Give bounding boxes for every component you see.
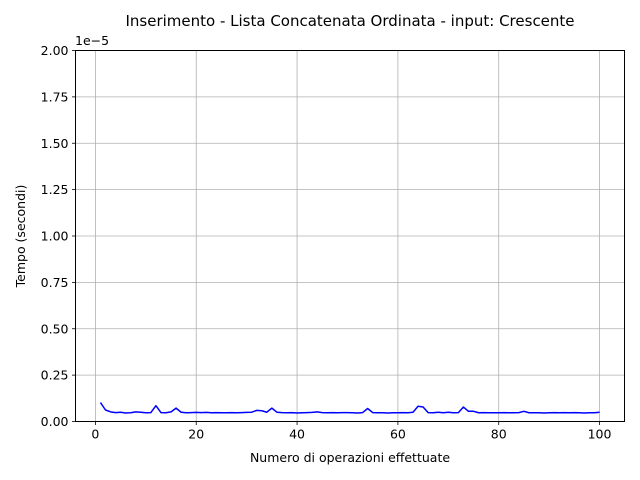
y-tick-label: 0.50 <box>41 321 69 336</box>
y-tick-label: 2.00 <box>41 43 69 58</box>
y-tick-label: 0.25 <box>41 368 69 383</box>
series-layer <box>99 402 600 414</box>
x-tick-label: 100 <box>588 427 612 442</box>
y-tick-label: 1.00 <box>41 229 69 244</box>
y-offset-label: 1e−5 <box>75 33 109 48</box>
y-tick-label: 1.75 <box>41 89 69 104</box>
grid <box>75 50 625 422</box>
y-tick-label: 1.25 <box>41 182 69 197</box>
ticks: 0 20 40 60 80 100 0.00 0.25 0.50 0.75 1.00 1.25 1.50… <box>41 43 612 442</box>
y-tick-label: 0.00 <box>41 414 69 429</box>
x-tick-label: 20 <box>188 427 204 442</box>
x-tick-label: 0 <box>91 427 99 442</box>
chart-title: Inserimento - Lista Concatenata Ordinata… <box>125 12 574 30</box>
y-axis-label: Tempo (secondi) <box>13 185 28 289</box>
x-tick-label: 40 <box>289 427 305 442</box>
y-tick-label: 1.50 <box>41 136 69 151</box>
x-tick-label: 80 <box>491 427 507 442</box>
x-axis-label: Numero di operazioni effettuate <box>250 450 450 465</box>
series-line <box>99 402 600 414</box>
y-tick-label: 0.75 <box>41 275 69 290</box>
x-tick-label: 60 <box>390 427 406 442</box>
